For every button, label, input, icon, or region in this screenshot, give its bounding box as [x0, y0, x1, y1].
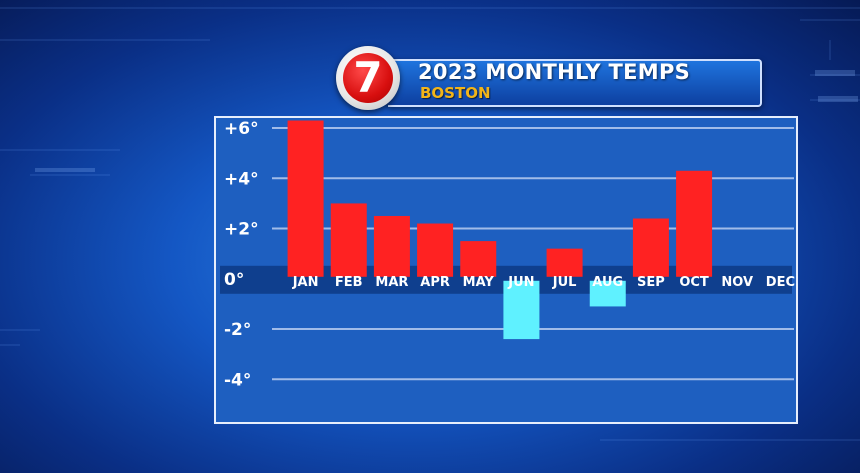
y-tick-label: +2°: [224, 220, 259, 240]
x-tick-label-feb: FEB: [335, 275, 363, 290]
x-axis-ticks: JAN FEB MAR APR MAY JUN JUL AUG SEP OCT NOV DEC: [292, 275, 795, 290]
y-tick-label: -4°: [224, 370, 251, 390]
x-tick-label-mar: MAR: [375, 275, 408, 290]
chart-subtitle: BOSTON: [420, 84, 491, 102]
y-axis-ticks: +6° +4° +2° 0° -2° -4°: [224, 119, 259, 390]
bar-sep: [632, 218, 669, 277]
bar-jan: [287, 120, 324, 277]
chart-title: 2023 MONTHLY TEMPS: [418, 60, 691, 84]
bar-apr: [417, 223, 454, 277]
chart-header: 7 2023 MONTHLY TEMPS BOSTON: [330, 44, 770, 114]
title-bar: [388, 59, 762, 107]
bar-jun: [503, 280, 540, 340]
x-tick-label-apr: APR: [420, 275, 450, 290]
y-tick-label: 0°: [224, 270, 244, 290]
bar-oct: [676, 170, 713, 277]
bar-mar: [373, 215, 410, 277]
bar-chart: +6° +4° +2° 0° -2° -4° JAN FEB MAR APR MAY JUN JUL A…: [220, 119, 795, 390]
x-tick-label-dec: DEC: [766, 275, 795, 290]
y-tick-label: +4°: [224, 169, 259, 189]
x-tick-label-oct: OCT: [679, 275, 709, 290]
bar-feb: [330, 203, 367, 277]
y-tick-label: -2°: [224, 320, 251, 340]
x-tick-label-may: MAY: [463, 275, 495, 290]
x-tick-label-aug: AUG: [592, 275, 623, 290]
x-tick-label-jan: JAN: [292, 275, 319, 290]
bar-aug: [589, 280, 626, 307]
station-logo-badge: 7: [343, 53, 393, 103]
x-tick-label-nov: NOV: [721, 275, 753, 290]
x-tick-label-jul: JUL: [552, 275, 577, 290]
bar-may: [460, 241, 497, 277]
y-tick-label: +6°: [224, 119, 259, 139]
station-logo: 7: [336, 46, 400, 110]
bars: [287, 120, 713, 340]
x-tick-label-sep: SEP: [637, 275, 665, 290]
bar-jul: [546, 248, 583, 277]
x-tick-label-jun: JUN: [507, 275, 534, 290]
